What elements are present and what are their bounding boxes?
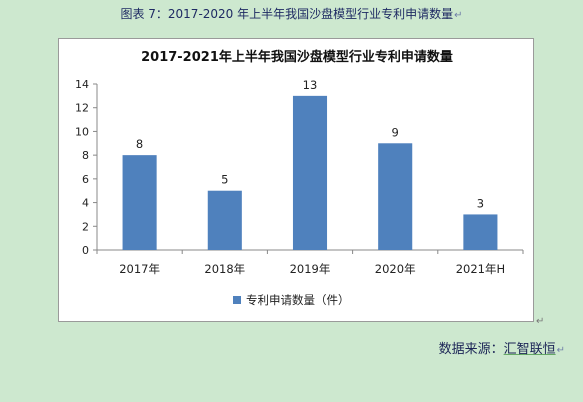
bar: [292, 95, 328, 250]
x-category-label: 2021年H: [456, 262, 505, 276]
y-tick-label: 6: [82, 173, 89, 186]
chart-frame: 2017-2021年上半年我国沙盘模型行业专利申请数量 0 2 4 6 8 10 12 14 …: [58, 38, 534, 322]
bar-chart: 2017-2021年上半年我国沙盘模型行业专利申请数量 02468101214 …: [75, 49, 524, 307]
chart-legend: 专利申请数量（件）: [233, 293, 350, 307]
x-category-label: 2020年: [375, 262, 416, 276]
x-category-label: 2017年: [119, 262, 160, 276]
chart-title: 2017-2021年上半年我国沙盘模型行业专利申请数量: [141, 49, 453, 65]
bar-series: 8 5 13 9 3: [122, 78, 498, 250]
bar: [378, 143, 413, 250]
y-tick-label: 14: [75, 78, 89, 91]
bar-data-label: 8: [136, 137, 143, 151]
x-axis-category-labels: 2017年 2018年 2019年 2020年 2021年H: [96, 250, 524, 276]
bar: [207, 190, 242, 250]
figure-caption-text: 图表 7：2017-2020 年上半年我国沙盘模型行业专利申请数量: [120, 7, 454, 21]
paragraph-mark-icon: ↵: [454, 10, 463, 21]
legend-label: 专利申请数量（件）: [246, 293, 350, 307]
bar: [463, 214, 498, 250]
figure-caption: 图表 7：2017-2020 年上半年我国沙盘模型行业专利申请数量↵: [0, 5, 583, 22]
x-category-label: 2019年: [290, 262, 331, 276]
legend-swatch: [233, 296, 241, 304]
bar-data-label: 5: [221, 173, 228, 187]
data-source-prefix: 数据来源：: [438, 342, 504, 357]
y-tick-label: 0: [82, 244, 89, 257]
data-source: 数据来源：汇智联恒↵: [439, 338, 565, 357]
y-tick-label: 10: [75, 125, 89, 138]
y-tick-label: 8: [82, 149, 89, 162]
paragraph-mark-icon: ↵: [556, 345, 565, 356]
bar-data-label: 9: [392, 125, 399, 139]
bar-data-label: 3: [477, 196, 484, 210]
bar-data-label: 13: [303, 78, 318, 92]
data-source-name: 汇智联恒: [503, 342, 556, 357]
y-axis-ticks: 0 2 4 6 8 10 12 14: [75, 78, 97, 257]
y-tick-label: 12: [75, 102, 89, 115]
y-tick-label: 2: [82, 220, 89, 233]
y-tick-label: 4: [82, 197, 89, 210]
paragraph-mark-icon: ↵: [536, 316, 545, 327]
bar: [122, 155, 157, 250]
x-category-label: 2018年: [204, 262, 245, 276]
